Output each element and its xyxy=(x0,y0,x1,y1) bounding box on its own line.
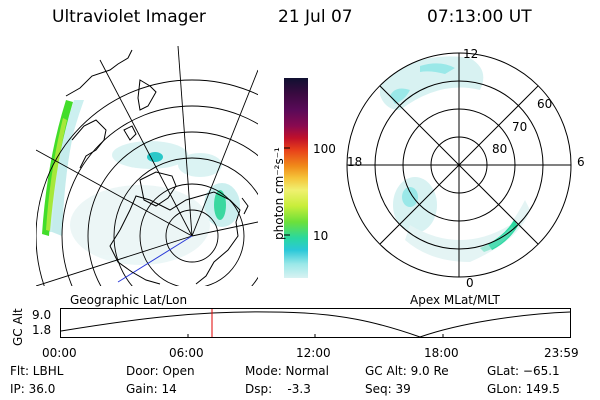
gc-alt-readout: GC Alt: 9.0 Re xyxy=(365,364,449,378)
geo-latitude-circles xyxy=(36,79,258,286)
intensity-colorbar xyxy=(284,78,308,278)
altitude-tick-9: 9.0 xyxy=(32,308,52,322)
apex-panel-label: Apex MLat/MLT xyxy=(410,293,500,307)
mlat-label-80: 80 xyxy=(492,142,508,156)
instrument-title: Ultraviolet Imager xyxy=(52,7,206,27)
mlt-label-0: 0 xyxy=(466,276,474,290)
geo-coastlines xyxy=(65,49,249,285)
image-date: 21 Jul 07 xyxy=(278,7,353,27)
altitude-time-plot xyxy=(60,308,571,338)
geographic-map-panel xyxy=(36,46,258,286)
geo-meridians xyxy=(36,46,258,286)
colorbar-tick-100: 100 xyxy=(313,142,336,156)
mode-readout: Mode: Normal xyxy=(245,364,329,378)
gain-readout: Gain: 14 xyxy=(126,382,177,396)
geographic-panel-label: Geographic Lat/Lon xyxy=(70,293,188,307)
mlt-label-6: 6 xyxy=(577,155,585,169)
altitude-tick-1-8: 1.8 xyxy=(32,323,52,337)
mlat-label-60: 60 xyxy=(537,97,553,111)
colorbar-tick-10: 10 xyxy=(313,229,329,243)
time-tick-0000: 00:00 xyxy=(42,346,77,360)
mlt-label-18: 18 xyxy=(347,155,363,169)
apex-grid xyxy=(346,52,572,278)
colorbar-unit-label: photon cm⁻²s⁻¹ xyxy=(272,147,286,240)
image-time: 07:13:00 UT xyxy=(427,7,532,27)
apex-polar-panel xyxy=(346,52,572,278)
glon-readout: GLon: 149.5 xyxy=(487,382,560,396)
door-readout: Door: Open xyxy=(126,364,195,378)
apex-aurora-emission xyxy=(380,56,530,262)
mlt-label-12: 12 xyxy=(463,47,479,61)
mlat-label-70: 70 xyxy=(512,120,528,134)
filter-readout: Flt: LBHL xyxy=(10,364,64,378)
time-tick-2359: 23:59 xyxy=(544,346,579,360)
dsp-readout: Dsp: -3.3 xyxy=(245,382,311,396)
seq-readout: Seq: 39 xyxy=(365,382,411,396)
ip-readout: IP: 36.0 xyxy=(10,382,56,396)
altitude-curve xyxy=(60,311,571,338)
time-tick-1800: 18:00 xyxy=(424,346,459,360)
glat-readout: GLat: −65.1 xyxy=(487,364,560,378)
altitude-axis-label: GC Alt xyxy=(11,308,25,346)
time-tick-0600: 06:00 xyxy=(169,346,204,360)
time-tick-1200: 12:00 xyxy=(296,346,331,360)
geo-aurora-emission xyxy=(48,100,240,265)
